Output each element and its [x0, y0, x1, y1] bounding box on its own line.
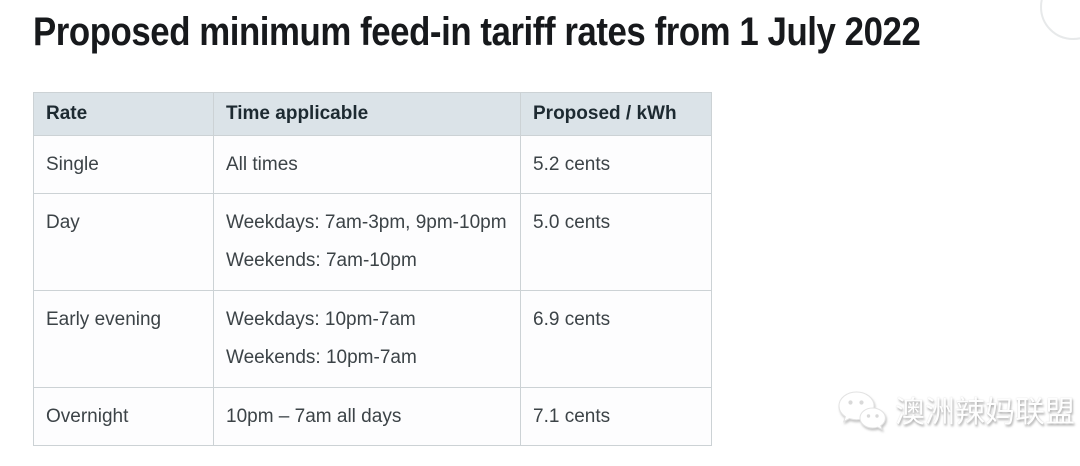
- column-header-time: Time applicable: [213, 92, 521, 136]
- rate-cell: Early evening: [33, 290, 214, 388]
- time-line: Weekends: 10pm-7am: [226, 347, 417, 368]
- time-line: All times: [226, 154, 298, 175]
- table-header: Rate Time applicable Proposed / kWh: [33, 92, 712, 136]
- proposed-cell: 5.2 cents: [520, 135, 712, 194]
- rate-cell: Day: [33, 193, 214, 291]
- table-row: Overnight 10pm – 7am all days 7.1 cents: [33, 387, 712, 446]
- rate-cell: Single: [33, 135, 214, 194]
- proposed-cell: 5.0 cents: [520, 193, 712, 291]
- table-row: Day Weekdays: 7am-3pm, 9pm-10pm Weekends…: [33, 193, 712, 291]
- time-cell: 10pm – 7am all days: [213, 387, 521, 446]
- wechat-icon: [836, 390, 888, 436]
- column-header-rate: Rate: [33, 92, 214, 136]
- proposed-value: 5.0 cents: [533, 212, 611, 233]
- tariff-table: Rate Time applicable Proposed / kWh Sing…: [33, 92, 712, 446]
- proposed-cell: 7.1 cents: [520, 387, 712, 446]
- time-cell: Weekdays: 7am-3pm, 9pm-10pm Weekends: 7a…: [213, 193, 521, 291]
- time-line: Weekdays: 10pm-7am: [226, 309, 416, 330]
- rate-value: Day: [46, 212, 80, 233]
- proposed-value: 7.1 cents: [533, 406, 611, 427]
- rate-value: Single: [46, 154, 99, 175]
- time-line: Weekdays: 7am-3pm, 9pm-10pm: [226, 212, 507, 233]
- time-cell: All times: [213, 135, 521, 194]
- proposed-cell: 6.9 cents: [520, 290, 712, 388]
- time-line: 10pm – 7am all days: [226, 406, 402, 427]
- proposed-value: 5.2 cents: [533, 154, 611, 175]
- table-row: Early evening Weekdays: 10pm-7am Weekend…: [33, 290, 712, 388]
- time-line: Weekends: 7am-10pm: [226, 250, 417, 271]
- proposed-value: 6.9 cents: [533, 309, 611, 330]
- watermark: 澳洲辣妈联盟: [836, 390, 1075, 436]
- rate-cell: Overnight: [33, 387, 214, 446]
- header-row: Rate Time applicable Proposed / kWh: [33, 92, 712, 136]
- rate-value: Early evening: [46, 309, 162, 330]
- time-cell: Weekdays: 10pm-7am Weekends: 10pm-7am: [213, 290, 521, 388]
- table-row: Single All times 5.2 cents: [33, 135, 712, 194]
- page-title: Proposed minimum feed-in tariff rates fr…: [33, 10, 921, 54]
- corner-arc-decoration: [1040, 0, 1080, 40]
- rate-value: Overnight: [46, 406, 129, 427]
- watermark-text: 澳洲辣妈联盟: [895, 396, 1075, 429]
- column-header-proposed: Proposed / kWh: [520, 92, 712, 136]
